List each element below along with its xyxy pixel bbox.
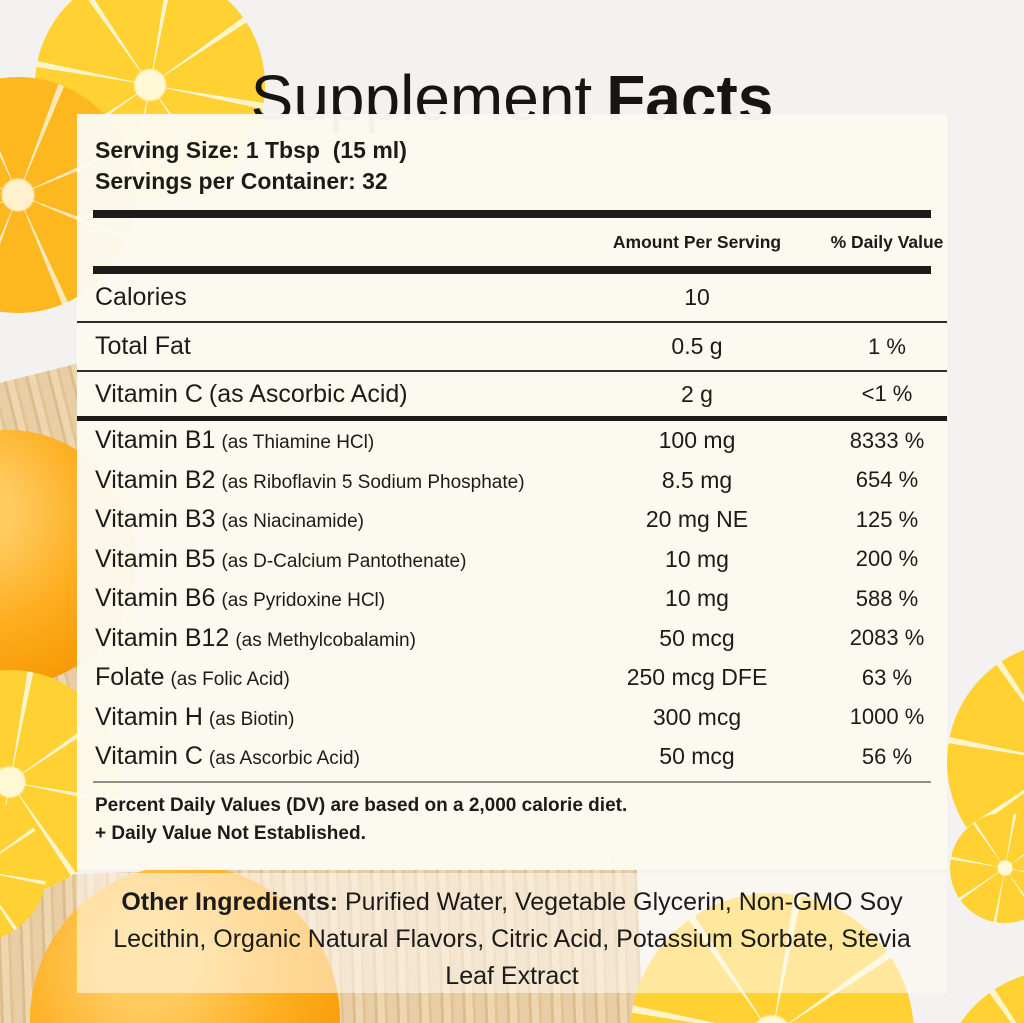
row-amount: 20 mg NE bbox=[645, 506, 749, 533]
table-row: Vitamin H (as Biotin) 300 mcg 1000 % bbox=[77, 698, 947, 738]
row-amount: 250 mcg DFE bbox=[626, 664, 768, 691]
other-ingredients-text: Purified Water, Vegetable Glycerin, Non-… bbox=[113, 888, 911, 990]
row-amount: 2 g bbox=[681, 380, 713, 407]
table-header-row: Amount Per Serving % Daily Value bbox=[77, 218, 947, 266]
table-row: Vitamin B5 (as D-Calcium Pantothenate) 10… bbox=[77, 540, 947, 580]
row-amount: 300 mcg bbox=[652, 703, 742, 730]
row-nutrient-name: Vitamin C (as Ascorbic Acid) bbox=[95, 379, 408, 408]
row-amount: 10 mg bbox=[665, 545, 729, 572]
row-daily-value: 8333 % bbox=[849, 427, 925, 453]
table-row: Vitamin C (as Ascorbic Acid) 2 g <1 % bbox=[77, 372, 947, 421]
row-daily-value: 1 % bbox=[868, 333, 906, 359]
table-row: Vitamin C (as Ascorbic Acid) 50 mcg 56 % bbox=[77, 737, 947, 777]
row-nutrient-name: Calories bbox=[95, 283, 187, 311]
row-amount: 50 mcg bbox=[659, 743, 735, 770]
row-nutrient-name: Vitamin B5 (as D-Calcium Pantothenate) bbox=[95, 544, 467, 573]
row-amount: 10 bbox=[684, 284, 710, 310]
column-header-amount: Amount Per Serving bbox=[612, 231, 782, 252]
row-nutrient-name: Vitamin B12 (as Methylcobalamin) bbox=[95, 623, 416, 652]
row-nutrient-name: Vitamin B3 (as Niacinamide) bbox=[95, 505, 364, 534]
serving-size: Serving Size: 1 Tbsp (15 ml) bbox=[95, 137, 407, 163]
serving-info: Serving Size: 1 Tbsp (15 ml) Servings pe… bbox=[77, 114, 947, 210]
footnote: Percent Daily Values (DV) are based on a… bbox=[77, 783, 947, 848]
table-row: Calories 10 bbox=[77, 274, 947, 323]
row-nutrient-name: Vitamin B1 (as Thiamine HCl) bbox=[95, 426, 375, 455]
table-row: Vitamin B6 (as Pyridoxine HCl) 10 mg 588 … bbox=[77, 579, 947, 619]
table-row: Folate (as Folic Acid) 250 mcg DFE 63 % bbox=[77, 658, 947, 698]
row-nutrient-name: Vitamin B6 (as Pyridoxine HCl) bbox=[95, 584, 386, 613]
row-nutrient-name: Vitamin B2 (as Riboflavin 5 Sodium Phosph… bbox=[95, 465, 525, 494]
table-row: Vitamin B12 (as Methylcobalamin) 50 mcg 2… bbox=[77, 619, 947, 659]
row-daily-value: 588 % bbox=[855, 585, 919, 611]
servings-per-container: Servings per Container: 32 bbox=[95, 168, 388, 194]
divider-bar-header bbox=[93, 266, 931, 274]
supplement-facts-panel: Serving Size: 1 Tbsp (15 ml) Servings pe… bbox=[77, 114, 947, 870]
row-nutrient-name: Folate (as Folic Acid) bbox=[95, 663, 290, 692]
row-daily-value: 200 % bbox=[855, 546, 919, 572]
row-daily-value: <1 % bbox=[861, 381, 913, 406]
row-daily-value: 56 % bbox=[861, 743, 913, 769]
row-nutrient-name: Vitamin C (as Ascorbic Acid) bbox=[95, 742, 360, 771]
table-row: Vitamin B2 (as Riboflavin 5 Sodium Phosph… bbox=[77, 461, 947, 501]
orange-slice-bottom-right-decoration bbox=[940, 970, 1024, 1023]
table-row: Vitamin B3 (as Niacinamide) 20 mg NE 125 … bbox=[77, 500, 947, 540]
row-daily-value: 1000 % bbox=[849, 704, 925, 730]
row-daily-value: 2083 % bbox=[849, 625, 925, 651]
row-daily-value: 125 % bbox=[855, 506, 919, 532]
table-row: Total Fat 0.5 g 1 % bbox=[77, 323, 947, 372]
row-nutrient-name: Vitamin H (as Biotin) bbox=[95, 702, 295, 731]
other-ingredients-section: Other Ingredients: Purified Water, Veget… bbox=[77, 873, 947, 993]
row-daily-value: 63 % bbox=[861, 664, 913, 690]
row-nutrient-name: Total Fat bbox=[95, 332, 191, 360]
other-ingredients-label: Other Ingredients: bbox=[121, 888, 339, 916]
row-amount: 50 mcg bbox=[659, 624, 735, 651]
row-amount: 0.5 g bbox=[671, 333, 723, 359]
row-daily-value: 654 % bbox=[855, 467, 919, 493]
footnote-line-2: + Daily Value Not Established. bbox=[95, 822, 366, 844]
row-amount: 100 mg bbox=[658, 427, 736, 454]
orange-slice-right-small-decoration bbox=[950, 813, 1024, 923]
footnote-divider bbox=[93, 780, 931, 783]
table-row: Vitamin B1 (as Thiamine HCl) 100 mg 8333 … bbox=[77, 421, 947, 461]
facts-rows: Calories 10 Total Fat 0.5 g 1 % Vitamin … bbox=[77, 274, 947, 777]
footnote-line-1: Percent Daily Values (DV) are based on a… bbox=[95, 794, 628, 816]
row-amount: 10 mg bbox=[665, 585, 729, 612]
column-header-daily-value: % Daily Value bbox=[830, 231, 944, 252]
row-amount: 8.5 mg bbox=[661, 466, 733, 493]
divider-bar-top bbox=[93, 210, 931, 218]
